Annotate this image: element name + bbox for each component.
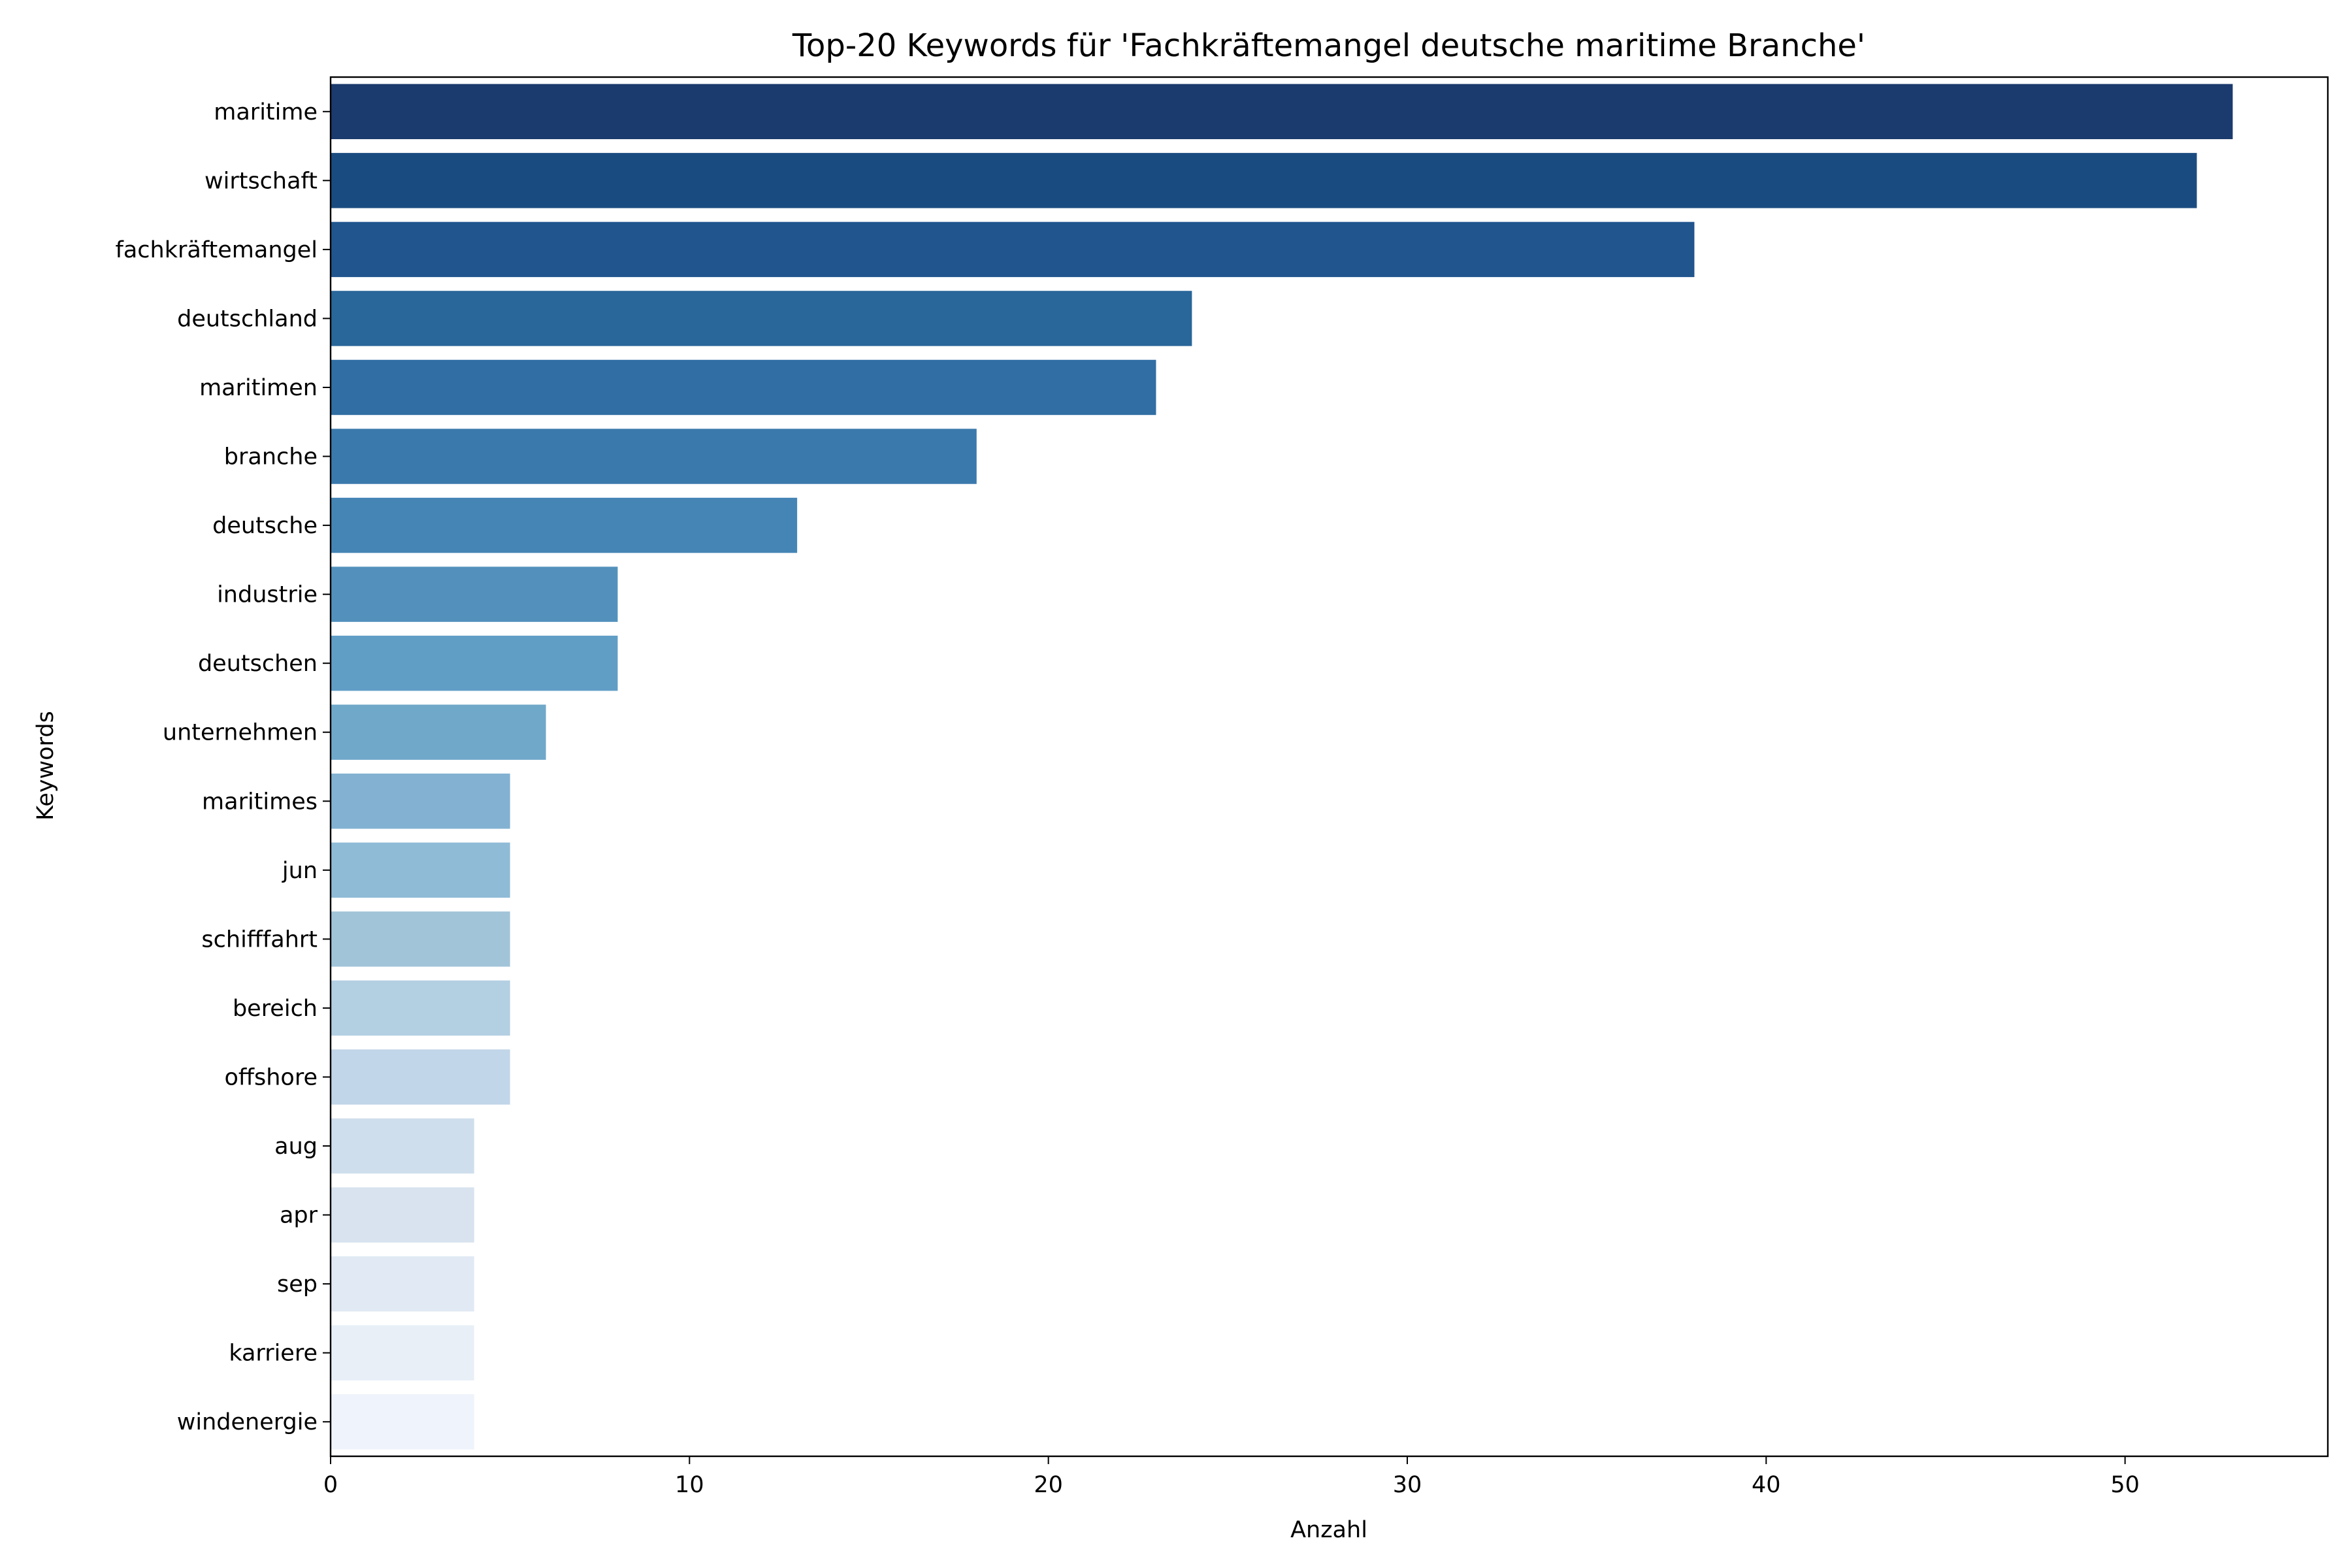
y-tick-label: maritimes <box>202 789 318 815</box>
y-tick-label: deutsche <box>212 513 318 539</box>
y-tick-label: schifffahrt <box>201 926 318 953</box>
bar-6 <box>331 429 977 484</box>
bar-15 <box>331 1049 510 1105</box>
plot-area: maritime wirtschaft fachkräftemangel deutsc… <box>116 76 2329 1498</box>
y-tick-label: offshore <box>224 1064 318 1090</box>
x-tick-label: 30 <box>1393 1472 1422 1498</box>
bar-10 <box>331 704 546 760</box>
bar-11 <box>331 774 510 829</box>
bars-group <box>331 84 2233 1450</box>
bar-19 <box>331 1325 474 1380</box>
bar-14 <box>331 980 510 1036</box>
bar-16 <box>331 1118 474 1174</box>
x-tick-label: 10 <box>675 1472 704 1498</box>
y-tick-label: industrie <box>217 582 318 608</box>
x-tick-label: 40 <box>1752 1472 1781 1498</box>
bar-4 <box>331 291 1192 346</box>
bar-8 <box>331 566 618 622</box>
y-tick-label: deutschen <box>198 651 318 677</box>
plot-frame <box>329 76 2329 1458</box>
bar-3 <box>331 221 1695 278</box>
x-tick-label: 50 <box>2110 1472 2140 1498</box>
x-tick-label: 0 <box>323 1472 338 1498</box>
y-tick-label: jun <box>282 858 318 884</box>
y-tick-label: wirtschaft <box>204 168 318 194</box>
y-tick-label: maritimen <box>199 375 318 401</box>
x-tick-label: 20 <box>1034 1472 1063 1498</box>
y-tick-label: karriere <box>229 1341 318 1367</box>
y-tick-label: deutschland <box>177 306 318 332</box>
bar-1 <box>331 84 2233 139</box>
y-tick-label: unternehmen <box>163 720 318 746</box>
bar-9 <box>331 635 618 691</box>
bar-18 <box>331 1256 474 1312</box>
y-tick-label: apr <box>280 1203 318 1229</box>
y-tick-label: windenergie <box>177 1409 318 1435</box>
bar-7 <box>331 497 798 553</box>
y-tick-label: branche <box>224 444 318 470</box>
bar-5 <box>331 359 1156 416</box>
y-tick-label: bereich <box>233 996 318 1022</box>
bar-13 <box>331 911 510 967</box>
y-axis-ticks: maritime wirtschaft fachkräftemangel deutsc… <box>116 99 331 1435</box>
bar-12 <box>331 842 510 898</box>
bar-17 <box>331 1187 474 1243</box>
bar-20 <box>331 1394 474 1450</box>
x-axis-ticks: 0 10 20 30 40 50 <box>323 1456 2140 1498</box>
y-tick-label: sep <box>277 1271 318 1298</box>
chart-title: Top-20 Keywords für 'Fachkräftemangel de… <box>792 27 1865 64</box>
x-axis-label: Anzahl <box>1290 1517 1367 1543</box>
bar-2 <box>331 153 2197 208</box>
y-tick-label: aug <box>274 1134 318 1160</box>
y-tick-label: fachkräftemangel <box>116 237 318 263</box>
y-tick-label: maritime <box>214 99 318 125</box>
y-axis-label: Keywords <box>33 711 59 821</box>
